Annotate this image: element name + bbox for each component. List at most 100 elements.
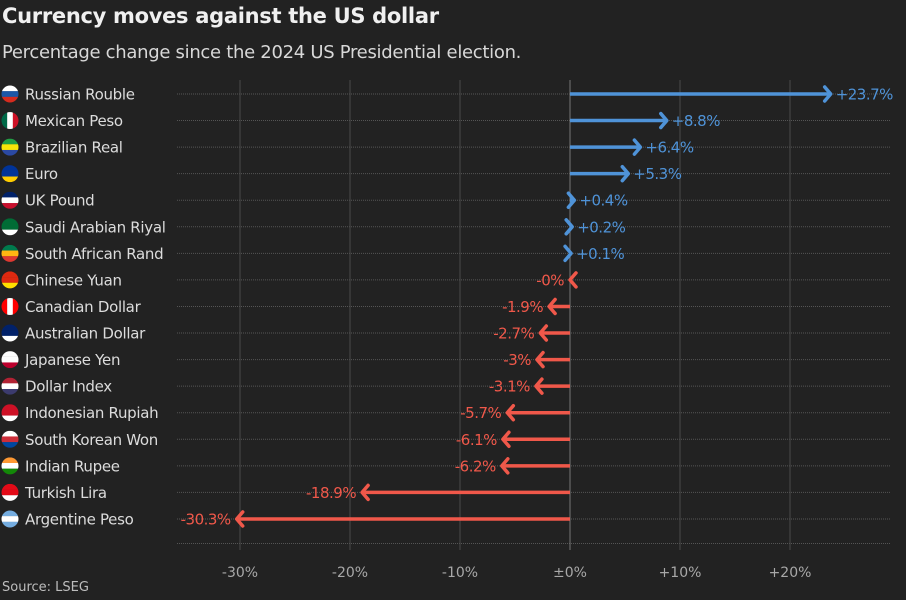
- category-label: UK Pound: [25, 192, 94, 210]
- data-label: +0.4%: [579, 192, 627, 210]
- category-label: Canadian Dollar: [25, 298, 142, 316]
- flag-icon-argentina: [1, 510, 19, 528]
- x-tick-label: -30%: [222, 565, 258, 581]
- flag-stripe: [1, 330, 19, 337]
- flag-stripe: [1, 430, 19, 437]
- data-label: +6.4%: [645, 139, 693, 157]
- chart-title: Currency moves against the US dollar: [2, 4, 439, 28]
- flag-stripe: [1, 271, 19, 278]
- arrow-head: [566, 191, 577, 209]
- flag-stripe: [1, 436, 19, 443]
- chart-subtitle: Percentage change since the 2024 US Pres…: [2, 42, 522, 63]
- flag-stripe: [1, 415, 19, 422]
- flag-stripe: [1, 495, 19, 501]
- flag-stripe: [1, 335, 19, 342]
- arrow-head: [500, 457, 510, 475]
- category-label: Dollar Index: [25, 378, 112, 396]
- data-label: -0%: [536, 271, 564, 289]
- flag-stripe: [1, 389, 19, 395]
- arrow-head: [822, 85, 833, 103]
- flag-icon-turkey: [1, 483, 19, 501]
- arrow-head: [234, 510, 245, 528]
- data-label: -6.2%: [455, 457, 496, 475]
- category-label: Argentine Peso: [25, 510, 134, 528]
- x-tick-label: -10%: [442, 565, 478, 581]
- flag-stripe: [1, 383, 19, 390]
- flag-stripe: [1, 176, 19, 183]
- flag-stripe: [1, 250, 19, 257]
- category-label: South African Rand: [25, 245, 163, 263]
- flag-stripe: [1, 244, 19, 251]
- category-label: Brazilian Real: [25, 139, 123, 157]
- flag-stripe: [1, 356, 19, 363]
- flag-stripe: [1, 468, 19, 475]
- flag-stripe: [1, 170, 19, 177]
- category-label: Australian Dollar: [25, 325, 146, 343]
- category-label: Russian Rouble: [25, 86, 135, 104]
- arrow-head: [535, 350, 545, 369]
- flag-stripe: [1, 404, 19, 411]
- flag-icon-mexico: [1, 112, 19, 130]
- data-label: +8.8%: [672, 112, 720, 130]
- arrow-head: [659, 111, 669, 130]
- flag-icon-eu: [1, 165, 19, 183]
- flag-stripe: [1, 277, 19, 283]
- data-label: -30.3%: [181, 510, 231, 528]
- flag-icon-russia: [1, 85, 19, 103]
- data-label: -2.7%: [493, 325, 534, 343]
- flag-stripe: [1, 197, 19, 204]
- flag-stripe: [1, 521, 19, 528]
- flag-stripe: [1, 85, 19, 92]
- flag-stripe: [1, 516, 19, 522]
- flag-stripe: [7, 112, 13, 130]
- arrow-head: [534, 377, 544, 395]
- flag-icon-usa: [1, 377, 19, 395]
- category-label: Mexican Peso: [25, 112, 123, 130]
- flag-stripe: [1, 165, 19, 171]
- x-tick-label: +10%: [659, 565, 702, 581]
- category-label: Euro: [25, 165, 58, 183]
- flag-stripe: [12, 297, 19, 315]
- flag-icon-brazil: [1, 138, 19, 156]
- category-label: Japanese Yen: [24, 351, 120, 369]
- data-label: -5.7%: [460, 404, 501, 422]
- flag-stripe: [1, 510, 19, 517]
- arrow-head: [632, 138, 643, 156]
- data-label: -3%: [503, 351, 531, 369]
- source-note: Source: LSEG: [2, 580, 89, 595]
- flag-stripe: [1, 144, 19, 151]
- flag-icon-australia: [1, 324, 19, 342]
- flag-icon-saudi-arabia: [1, 218, 19, 236]
- flag-stripe: [1, 138, 19, 145]
- arrow-head: [360, 483, 370, 502]
- flag-stripe: [12, 112, 19, 130]
- flag-stripe: [1, 96, 19, 103]
- category-label: Turkish Lira: [24, 484, 107, 502]
- flag-stripe: [1, 442, 19, 448]
- flag-stripe: [1, 229, 19, 236]
- x-tick-label: -20%: [332, 565, 368, 581]
- flag-icon-indonesia: [1, 404, 19, 422]
- arrow-head: [568, 271, 578, 289]
- arrow-head: [547, 297, 557, 316]
- category-label: South Korean Won: [25, 431, 158, 449]
- flag-icon-uk: [1, 191, 19, 209]
- arrow-head: [538, 324, 549, 342]
- flag-stripe: [1, 409, 19, 416]
- flag-icon-canada: [1, 297, 19, 315]
- flag-stripe: [1, 191, 19, 198]
- flag-icon-india: [1, 457, 19, 475]
- flag-stripe: [1, 377, 19, 384]
- flag-stripe: [1, 256, 19, 262]
- data-label: -3.1%: [489, 378, 530, 396]
- flag-icon-south-korea: [1, 430, 19, 448]
- data-label: +23.7%: [836, 86, 893, 104]
- arrow-head: [564, 218, 574, 236]
- flag-stripe: [1, 282, 19, 289]
- category-label: Chinese Yuan: [25, 271, 122, 289]
- data-label: -18.9%: [306, 484, 356, 502]
- flag-stripe: [1, 351, 19, 357]
- data-label: +5.3%: [633, 165, 681, 183]
- flag-stripe: [7, 297, 13, 315]
